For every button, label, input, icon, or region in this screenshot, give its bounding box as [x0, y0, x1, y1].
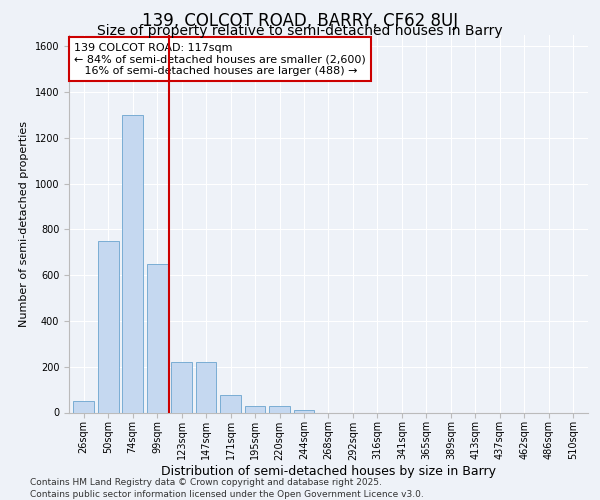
Bar	[196, 362, 217, 412]
Bar	[269, 406, 290, 412]
Text: Size of property relative to semi-detached houses in Barry: Size of property relative to semi-detach…	[97, 24, 503, 38]
X-axis label: Distribution of semi-detached houses by size in Barry: Distribution of semi-detached houses by …	[161, 465, 496, 478]
Bar	[73, 401, 94, 412]
Bar	[293, 410, 314, 412]
Bar	[171, 362, 192, 412]
Bar	[122, 115, 143, 412]
Text: 139 COLCOT ROAD: 117sqm
← 84% of semi-detached houses are smaller (2,600)
   16%: 139 COLCOT ROAD: 117sqm ← 84% of semi-de…	[74, 42, 366, 76]
Bar	[147, 264, 167, 412]
Y-axis label: Number of semi-detached properties: Number of semi-detached properties	[19, 120, 29, 327]
Text: 139, COLCOT ROAD, BARRY, CF62 8UJ: 139, COLCOT ROAD, BARRY, CF62 8UJ	[142, 12, 458, 30]
Bar	[245, 406, 265, 412]
Bar	[98, 241, 119, 412]
Text: Contains HM Land Registry data © Crown copyright and database right 2025.
Contai: Contains HM Land Registry data © Crown c…	[30, 478, 424, 499]
Bar	[220, 396, 241, 412]
